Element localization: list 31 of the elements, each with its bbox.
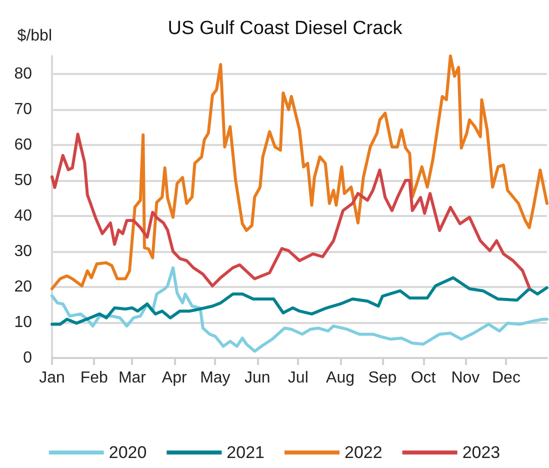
- y-axis-title: $/bbl: [17, 28, 52, 44]
- legend-label: 2023: [462, 443, 500, 462]
- x-tick-label: Feb: [80, 370, 108, 386]
- legend-label: 2021: [226, 443, 265, 462]
- line-series: [50, 132, 531, 290]
- y-tick-label: 70: [14, 100, 32, 118]
- line-series: [50, 266, 548, 353]
- x-tick-label: Oct: [410, 370, 436, 386]
- y-tick-label: 40: [14, 207, 32, 224]
- y-tick-label: 60: [14, 136, 32, 154]
- line-series: [50, 276, 548, 326]
- y-tick-label: 30: [14, 242, 32, 260]
- x-tick-label: Mar: [118, 370, 147, 386]
- x-tick-label: Jul: [288, 370, 308, 386]
- line-series: [50, 54, 548, 290]
- legend-label: 2020: [108, 443, 147, 462]
- x-tick-label: Sep: [368, 370, 397, 386]
- x-tick-label: Dec: [492, 370, 520, 386]
- x-tick-label: May: [200, 370, 230, 386]
- x-tick-label: Aug: [326, 370, 355, 386]
- x-tick-label: Jun: [244, 370, 270, 386]
- y-tick-label: 10: [14, 314, 32, 331]
- chart-title: US Gulf Coast Diesel Crack: [168, 18, 403, 39]
- y-tick-label: 50: [14, 172, 32, 189]
- y-tick-label: 0: [23, 350, 32, 366]
- legend-label: 2022: [344, 443, 382, 462]
- y-tick-label: 80: [14, 65, 32, 82]
- x-tick-label: Nov: [451, 370, 480, 386]
- x-tick-label: Apr: [162, 370, 188, 386]
- y-tick-label: 20: [14, 278, 32, 296]
- x-tick-label: Jan: [39, 370, 65, 386]
